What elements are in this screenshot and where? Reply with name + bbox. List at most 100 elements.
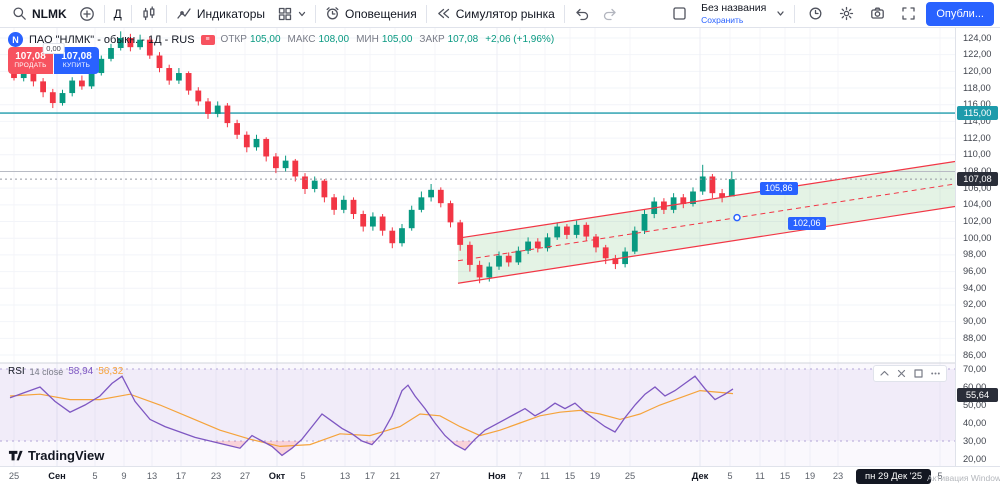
- channel-mid-price-badge: 102,06: [788, 217, 826, 231]
- close-pane-icon[interactable]: [896, 368, 907, 379]
- time-tick: 11: [755, 471, 765, 481]
- trade-widget: 0,00 107,08 ПРОДАТЬ 107,08 КУПИТЬ: [8, 43, 99, 74]
- time-tick: 5: [727, 471, 733, 481]
- replay-button[interactable]: Симулятор рынка: [430, 2, 561, 26]
- screenshot-button[interactable]: [864, 2, 891, 26]
- redo-icon: [603, 8, 616, 20]
- symbol-name: NLMK: [32, 6, 67, 21]
- price-tick: 116,00: [963, 99, 991, 110]
- layout-menu-button[interactable]: [774, 2, 787, 26]
- time-tick: 5: [937, 471, 943, 481]
- publish-button[interactable]: Опубли...: [926, 1, 994, 26]
- rsi-indicator-title[interactable]: RSI: [8, 366, 25, 377]
- chart-canvas[interactable]: N ПАО "НЛМК" - обыкн. - 1Д - RUS ≡ ОТКР …: [0, 28, 955, 466]
- price-tick: 96,00: [963, 266, 987, 277]
- move-pane-up-icon[interactable]: [879, 368, 890, 379]
- time-tick: 11: [540, 471, 550, 481]
- price-tick: 94,00: [963, 282, 987, 293]
- ohlc-values: ОТКР 105,00 МАКС 108,00 МИН 105,00 ЗАКР …: [221, 34, 559, 45]
- top-toolbar: NLMK Д Индикаторы Оповещения: [0, 0, 1000, 28]
- tradingview-logo-icon: [8, 450, 23, 461]
- time-axis[interactable]: пн 29 Дек '25 25 Сен 5 9 13 17 23 27 Окт 5 13 17 21 2…: [0, 466, 1000, 486]
- price-tick: 92,00: [963, 299, 987, 310]
- sell-price: 107,08: [15, 51, 46, 62]
- symbol-logo: N: [8, 32, 23, 47]
- rsi-legend: RSI 14 close 58,94 56,32: [8, 366, 123, 377]
- time-tick: 17: [364, 471, 376, 481]
- plus-circle-icon: [79, 6, 94, 21]
- price-tick: 100,00: [963, 232, 992, 243]
- time-tick: Ноя: [488, 471, 506, 481]
- alerts-button[interactable]: Оповещения: [319, 2, 423, 26]
- time-tick: 25: [8, 471, 20, 481]
- price-tick: 112,00: [963, 132, 991, 143]
- tradingview-logo-text: TradingView: [28, 448, 105, 463]
- replay-label: Симулятор рынка: [455, 6, 555, 21]
- channel-upper-price-badge: 105,86: [760, 182, 798, 196]
- rsi-tick: 40,00: [963, 417, 987, 428]
- rsi-ma-value: 56,32: [98, 366, 124, 377]
- price-tick: 88,00: [963, 332, 987, 343]
- close-value: 107,08: [447, 34, 479, 45]
- time-tick: Дек: [691, 471, 709, 481]
- interval-button[interactable]: Д: [108, 2, 128, 26]
- price-chart-svg: [0, 28, 955, 466]
- time-tick: 15: [779, 471, 791, 481]
- price-tick: 98,00: [963, 249, 987, 260]
- save-link[interactable]: Сохранить: [701, 14, 744, 25]
- rsi-value: 58,94: [68, 366, 94, 377]
- time-tick: 17: [175, 471, 187, 481]
- time-tick: Окт: [268, 471, 286, 481]
- buy-label: КУПИТЬ: [62, 62, 91, 69]
- symbol-search-button[interactable]: NLMK: [6, 2, 73, 26]
- price-tick: 104,00: [963, 199, 992, 210]
- fullscreen-button[interactable]: [895, 2, 922, 26]
- chart-type-button[interactable]: [135, 2, 163, 26]
- rsi-tick: 70,00: [963, 363, 987, 374]
- compare-add-button[interactable]: [73, 2, 101, 26]
- time-tick: 19: [589, 471, 601, 481]
- toolbar-separator: [794, 4, 796, 23]
- maximize-pane-icon[interactable]: [913, 368, 924, 379]
- toolbar-separator: [425, 4, 427, 23]
- price-tick: 106,00: [963, 182, 992, 193]
- replay-icon: [437, 8, 449, 19]
- open-label: ОТКР: [220, 34, 247, 45]
- time-tick: Сен: [48, 471, 66, 481]
- open-value: 105,00: [249, 34, 281, 45]
- layout-name-block[interactable]: Без названия Сохранить: [697, 3, 770, 24]
- time-tick: 23: [210, 471, 222, 481]
- sell-label: ПРОДАТЬ: [14, 62, 47, 69]
- indicator-templates-button[interactable]: [271, 2, 312, 26]
- spread-value: 0,00: [42, 43, 65, 54]
- rsi-tick: 60,00: [963, 381, 987, 392]
- history-button[interactable]: [802, 2, 829, 26]
- price-tick: 120,00: [963, 65, 992, 76]
- alerts-label: Оповещения: [345, 6, 417, 21]
- clock-history-icon: [809, 7, 822, 20]
- price-tick: 124,00: [963, 32, 992, 43]
- undo-button[interactable]: [568, 2, 596, 26]
- price-tick: 108,00: [963, 165, 992, 176]
- symbol-flag-icon[interactable]: ≡: [200, 34, 215, 45]
- price-tick: 118,00: [963, 82, 991, 93]
- price-axis[interactable]: 115,00 107,08 55,64 124,00 122,00 120,00 11…: [955, 28, 1000, 466]
- alarm-clock-icon: [326, 7, 339, 20]
- chevron-down-icon: [777, 11, 784, 16]
- more-options-icon[interactable]: [930, 368, 941, 379]
- redo-button[interactable]: [596, 2, 624, 26]
- symbol-title[interactable]: ПАО "НЛМК" - обыкн. - 1Д - RUS: [29, 33, 195, 46]
- time-tick: 19: [804, 471, 816, 481]
- settings-button[interactable]: [833, 2, 860, 26]
- windows-activation-watermark: Активация Windows: [927, 473, 1000, 483]
- camera-icon: [871, 7, 885, 19]
- rsi-tick: 30,00: [963, 435, 987, 446]
- time-tick: 27: [239, 471, 251, 481]
- tradingview-logo[interactable]: TradingView: [8, 448, 104, 463]
- time-tick: 25: [624, 471, 636, 481]
- layout-select-button[interactable]: [666, 2, 693, 26]
- interval-label: Д: [113, 6, 122, 21]
- rsi-pane-toolbar: [873, 365, 947, 382]
- toolbar-separator: [315, 4, 317, 23]
- indicators-button[interactable]: Индикаторы: [170, 2, 271, 26]
